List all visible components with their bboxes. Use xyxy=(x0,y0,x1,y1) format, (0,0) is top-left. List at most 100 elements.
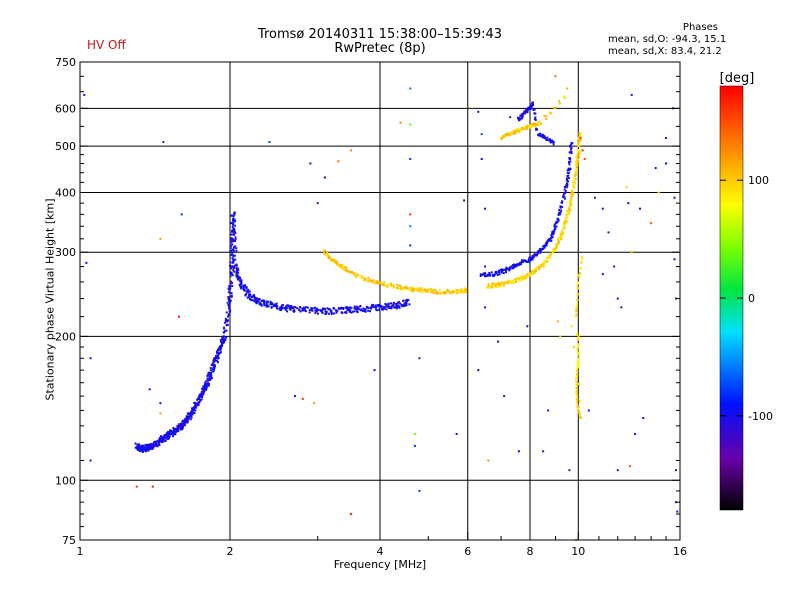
data-point xyxy=(578,272,581,275)
data-point xyxy=(245,290,248,293)
data-point xyxy=(204,381,207,384)
data-point xyxy=(368,280,371,283)
data-point xyxy=(162,141,165,144)
data-point xyxy=(144,443,147,446)
data-point xyxy=(562,228,565,231)
data-point xyxy=(399,302,402,305)
data-point xyxy=(524,277,527,280)
data-point xyxy=(537,121,540,124)
data-point xyxy=(162,438,165,441)
data-point xyxy=(500,281,503,284)
data-point xyxy=(517,263,520,266)
phase-stats: Phases mean, sd,O: -94.3, 15.1 mean, sd,… xyxy=(560,22,780,58)
data-point xyxy=(529,125,532,128)
data-point xyxy=(387,304,390,307)
data-point xyxy=(376,309,379,312)
data-point xyxy=(363,310,366,313)
data-point xyxy=(284,308,287,311)
data-point xyxy=(616,469,619,472)
data-point xyxy=(208,378,211,381)
data-point xyxy=(185,418,188,421)
data-point xyxy=(134,442,137,445)
data-point xyxy=(375,280,378,283)
data-point xyxy=(391,305,394,308)
data-point xyxy=(224,339,227,342)
data-point xyxy=(158,442,161,445)
data-point xyxy=(230,237,233,240)
data-point xyxy=(509,133,512,136)
data-point xyxy=(213,360,216,363)
data-point xyxy=(267,305,270,308)
data-point xyxy=(164,440,167,443)
data-point xyxy=(368,278,371,281)
data-point xyxy=(538,132,541,135)
data-point xyxy=(230,222,233,225)
data-point xyxy=(665,162,668,165)
data-point xyxy=(568,469,571,472)
data-point xyxy=(552,233,555,236)
data-point xyxy=(158,444,161,447)
data-point xyxy=(193,411,196,414)
data-point xyxy=(545,117,548,120)
data-point xyxy=(313,402,316,405)
data-point xyxy=(505,132,508,135)
data-point xyxy=(316,308,319,311)
data-point xyxy=(568,208,571,211)
data-point xyxy=(571,193,574,196)
data-point xyxy=(134,446,137,449)
data-point xyxy=(577,354,580,357)
data-point xyxy=(568,160,571,163)
data-point xyxy=(233,211,236,214)
data-point xyxy=(515,131,518,134)
data-point xyxy=(512,264,515,267)
data-point xyxy=(217,351,220,354)
data-point xyxy=(227,291,230,294)
data-point xyxy=(234,238,237,241)
data-point xyxy=(239,286,242,289)
data-point xyxy=(354,307,357,310)
data-point xyxy=(625,186,628,189)
data-point xyxy=(673,196,676,199)
data-point xyxy=(195,404,198,407)
data-point xyxy=(562,193,565,196)
data-point xyxy=(576,370,579,373)
data-point xyxy=(172,427,175,430)
data-point xyxy=(273,305,276,308)
data-point xyxy=(233,230,236,233)
data-point xyxy=(240,283,243,286)
data-point xyxy=(576,299,579,302)
data-point xyxy=(263,302,266,305)
data-point xyxy=(203,389,206,392)
data-point xyxy=(543,114,546,117)
data-point xyxy=(203,386,206,389)
data-point xyxy=(568,213,571,216)
data-point xyxy=(665,137,668,140)
data-point xyxy=(231,285,234,288)
data-point xyxy=(207,373,210,376)
data-point xyxy=(409,244,412,247)
data-point xyxy=(286,304,289,307)
data-point xyxy=(372,279,375,282)
data-point xyxy=(336,263,339,266)
data-point xyxy=(578,132,581,135)
data-point xyxy=(526,325,529,328)
data-point xyxy=(572,181,575,184)
data-point xyxy=(569,202,572,205)
data-point xyxy=(430,288,433,291)
data-point xyxy=(529,126,532,129)
data-point xyxy=(327,254,330,257)
data-point xyxy=(301,397,304,400)
data-point xyxy=(263,300,266,303)
data-point xyxy=(339,266,342,269)
data-point xyxy=(363,276,366,279)
data-point xyxy=(380,305,383,308)
data-point xyxy=(216,361,219,364)
data-point xyxy=(572,185,575,188)
data-point xyxy=(593,196,596,199)
data-point xyxy=(397,301,400,304)
data-point xyxy=(572,346,575,349)
data-point xyxy=(511,281,514,284)
data-point xyxy=(550,239,553,242)
data-point xyxy=(552,231,555,234)
data-point xyxy=(177,427,180,430)
